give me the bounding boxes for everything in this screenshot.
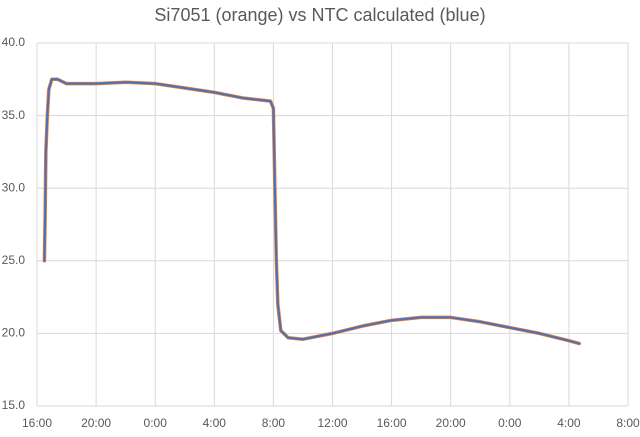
x-tick-label: 4:00: [203, 416, 227, 430]
x-tick-label: 4:00: [557, 416, 581, 430]
x-tick-label: 16:00: [377, 416, 407, 430]
y-tick-label: 30.0: [2, 180, 26, 194]
data-line: [42, 77, 581, 346]
x-tick-label: 8:00: [262, 416, 286, 430]
y-tick-label: 35.0: [2, 108, 26, 122]
x-tick-label: 0:00: [144, 416, 168, 430]
x-tick-label: 20:00: [81, 416, 111, 430]
y-tick-label: 25.0: [2, 253, 26, 267]
x-tick-label: 8:00: [616, 416, 640, 430]
y-tick-label: 40.0: [2, 35, 26, 49]
y-tick-label: 15.0: [2, 398, 26, 412]
x-tick-label: 20:00: [436, 416, 466, 430]
chart-title: Si7051 (orange) vs NTC calculated (blue): [154, 5, 485, 25]
x-tick-label: 16:00: [22, 416, 52, 430]
data-line: [43, 78, 581, 345]
y-tick-label: 20.0: [2, 326, 26, 340]
x-tick-label: 0:00: [498, 416, 522, 430]
x-tick-label: 12:00: [317, 416, 347, 430]
